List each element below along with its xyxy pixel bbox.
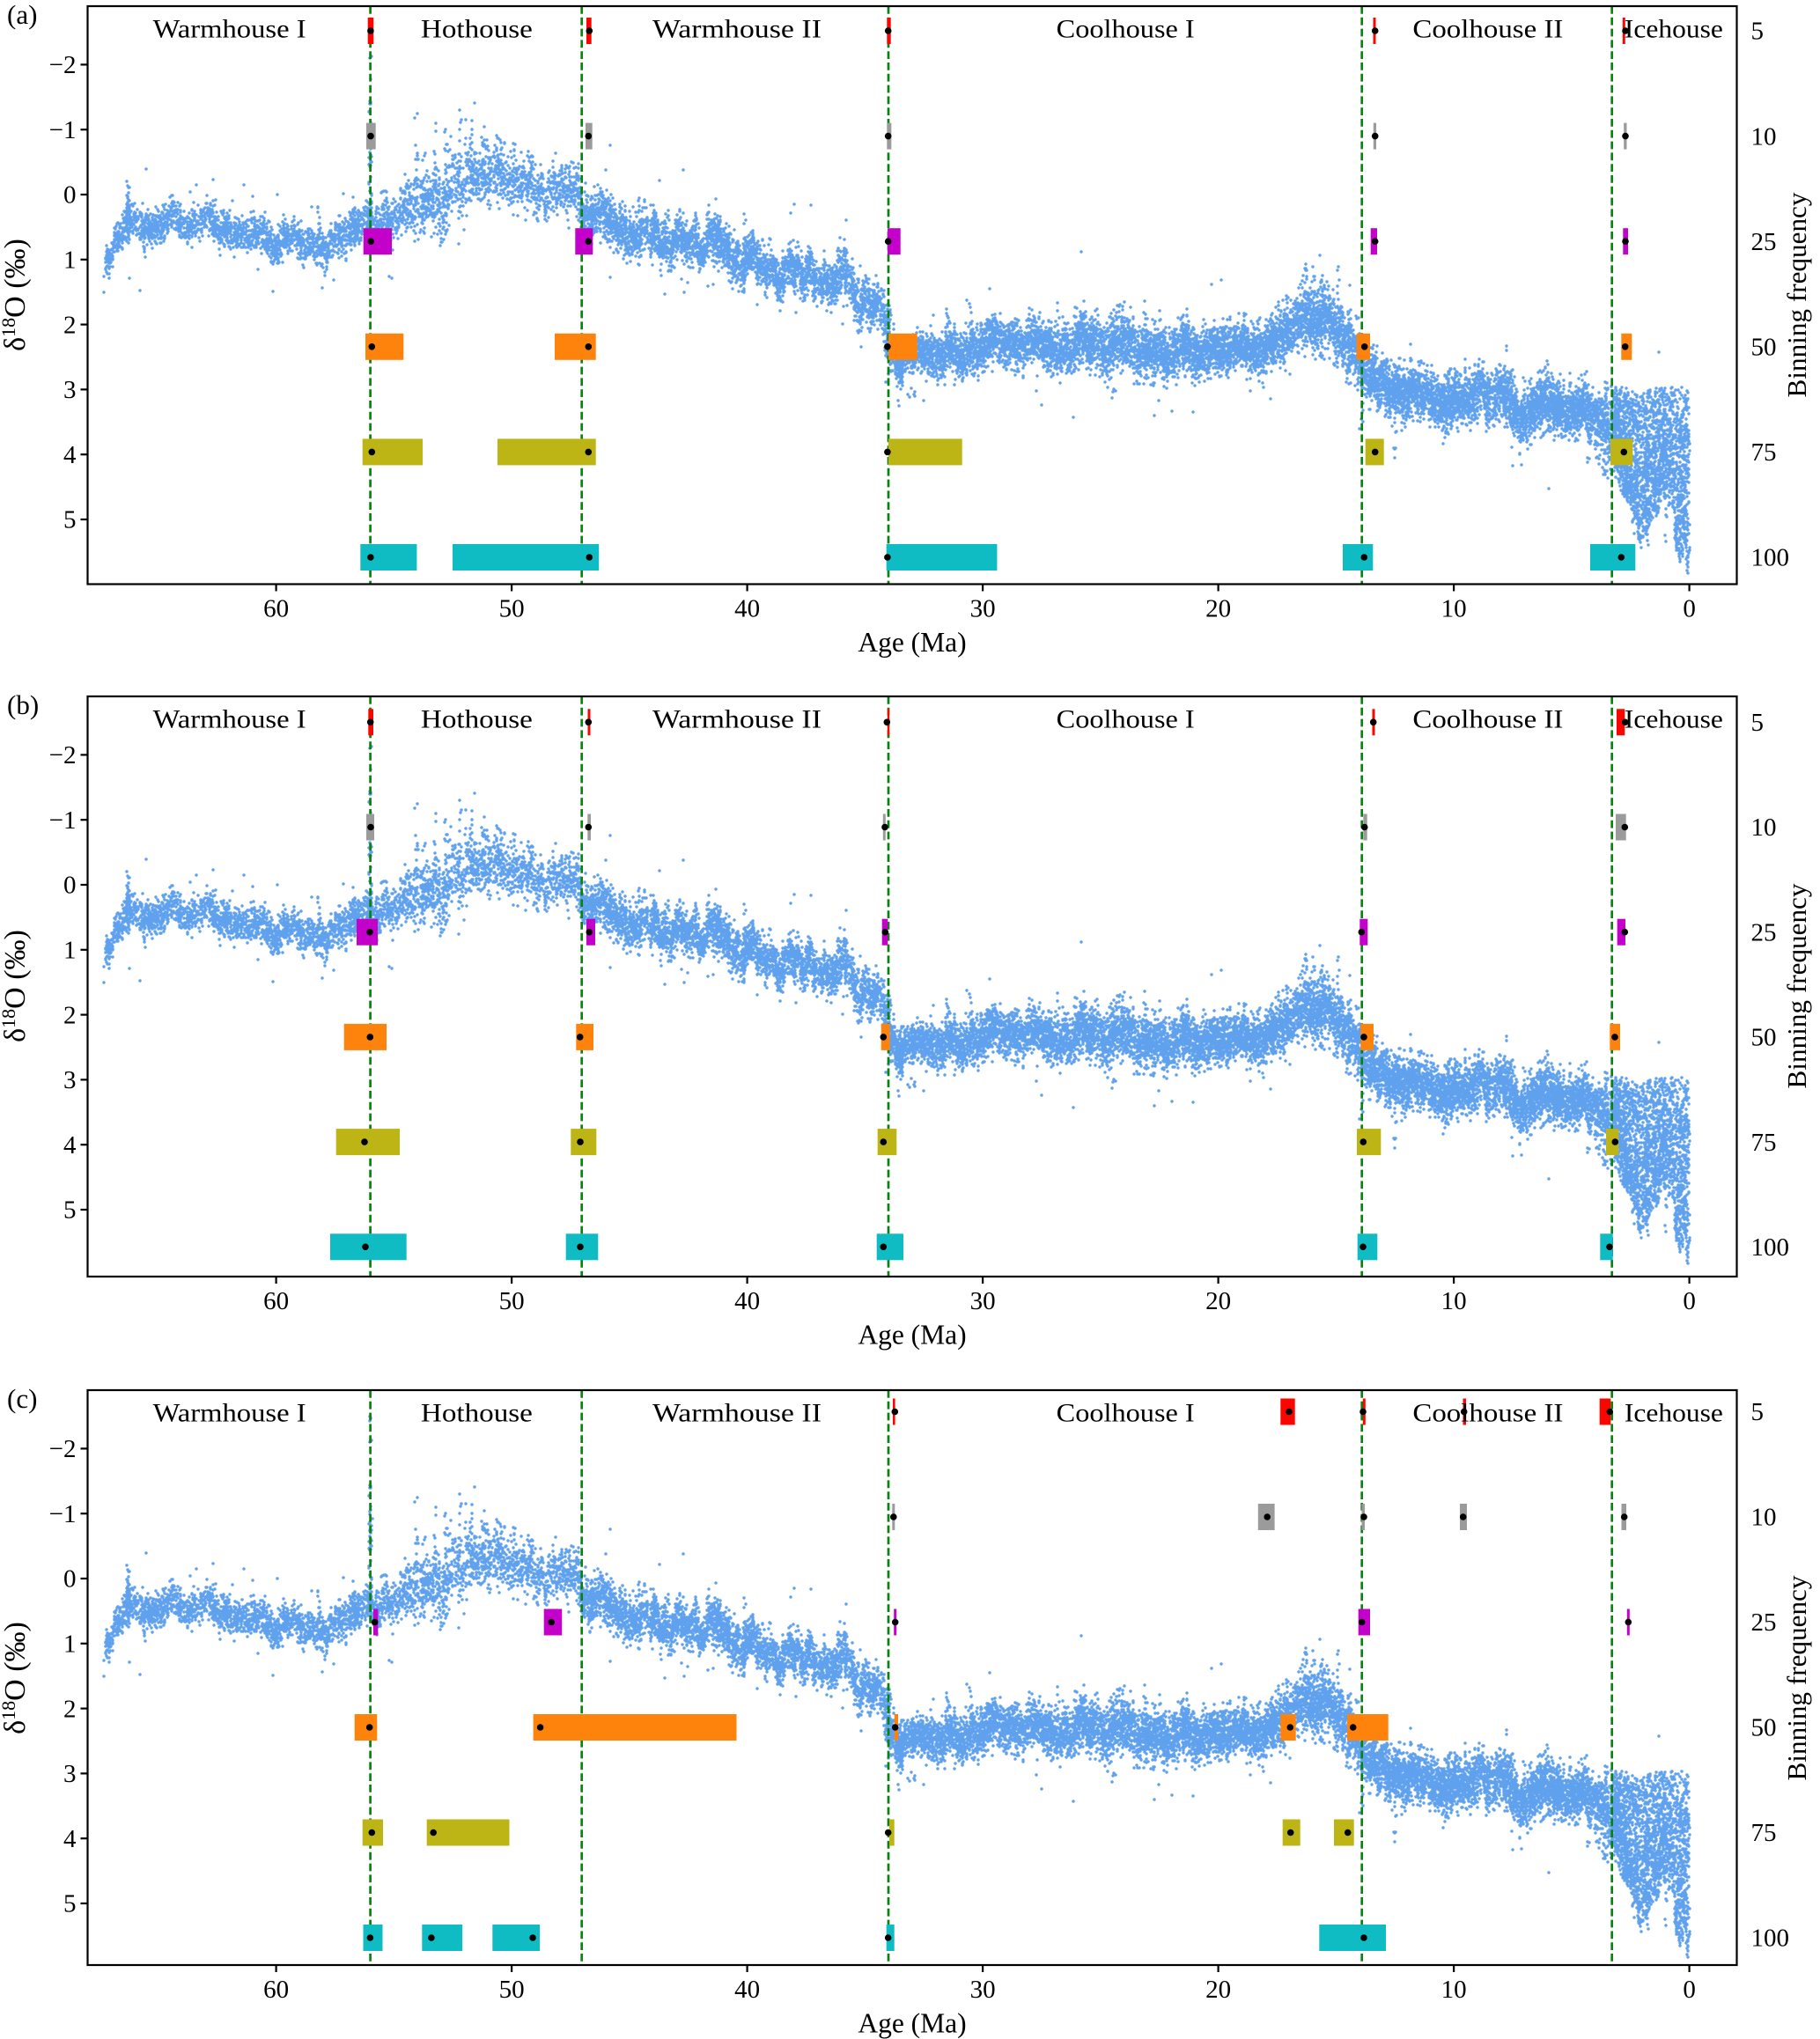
svg-text:75: 75 bbox=[1751, 1129, 1777, 1157]
svg-text:40: 40 bbox=[734, 1976, 760, 2004]
svg-text:−2: −2 bbox=[49, 1435, 77, 1463]
svg-text:30: 30 bbox=[970, 1976, 996, 2004]
svg-text:−1: −1 bbox=[49, 116, 77, 144]
svg-text:10: 10 bbox=[1751, 1504, 1777, 1532]
svg-text:4: 4 bbox=[63, 1825, 77, 1853]
svg-text:20: 20 bbox=[1205, 1287, 1231, 1315]
svg-text:2: 2 bbox=[63, 311, 77, 339]
svg-text:0: 0 bbox=[63, 1565, 77, 1594]
svg-text:50: 50 bbox=[499, 595, 525, 623]
svg-text:Hothouse: Hothouse bbox=[421, 1399, 533, 1428]
svg-text:(c): (c) bbox=[7, 1383, 37, 1414]
svg-text:Warmhouse I: Warmhouse I bbox=[153, 1399, 306, 1428]
svg-text:25: 25 bbox=[1751, 228, 1777, 256]
svg-text:10: 10 bbox=[1441, 595, 1467, 623]
svg-text:0: 0 bbox=[63, 181, 77, 210]
svg-text:25: 25 bbox=[1751, 1608, 1777, 1637]
svg-text:40: 40 bbox=[734, 1287, 760, 1315]
svg-text:0: 0 bbox=[63, 872, 77, 900]
svg-text:Hothouse: Hothouse bbox=[421, 15, 533, 44]
svg-text:30: 30 bbox=[970, 595, 996, 623]
svg-text:(a): (a) bbox=[7, 0, 37, 30]
svg-text:100: 100 bbox=[1751, 544, 1790, 572]
svg-text:20: 20 bbox=[1205, 595, 1231, 623]
svg-text:30: 30 bbox=[970, 1287, 996, 1315]
svg-text:0: 0 bbox=[1683, 595, 1696, 623]
svg-text:Warmhouse II: Warmhouse II bbox=[652, 15, 822, 44]
svg-text:10: 10 bbox=[1751, 122, 1777, 151]
svg-text:Icehouse: Icehouse bbox=[1625, 1399, 1723, 1428]
svg-text:4: 4 bbox=[63, 1131, 77, 1159]
svg-text:−1: −1 bbox=[49, 1500, 77, 1528]
svg-text:Warmhouse II: Warmhouse II bbox=[652, 1399, 822, 1428]
svg-text:50: 50 bbox=[1751, 334, 1777, 362]
svg-text:Coolhouse II: Coolhouse II bbox=[1412, 15, 1563, 44]
svg-text:100: 100 bbox=[1751, 1925, 1790, 1953]
svg-text:5: 5 bbox=[63, 1196, 77, 1225]
svg-text:5: 5 bbox=[1751, 1398, 1765, 1426]
svg-text:Icehouse: Icehouse bbox=[1625, 15, 1723, 44]
svg-text:50: 50 bbox=[499, 1976, 525, 2004]
svg-text:60: 60 bbox=[263, 1287, 289, 1315]
svg-text:0: 0 bbox=[1683, 1976, 1696, 2004]
svg-text:Warmhouse I: Warmhouse I bbox=[153, 705, 306, 734]
svg-text:25: 25 bbox=[1751, 918, 1777, 946]
svg-text:5: 5 bbox=[1751, 18, 1765, 46]
svg-text:5: 5 bbox=[1751, 709, 1765, 737]
svg-text:50: 50 bbox=[499, 1287, 525, 1315]
svg-text:Hothouse: Hothouse bbox=[421, 705, 533, 734]
svg-text:Coolhouse II: Coolhouse II bbox=[1412, 705, 1563, 734]
svg-text:5: 5 bbox=[63, 506, 77, 534]
svg-text:Warmhouse II: Warmhouse II bbox=[652, 705, 822, 734]
svg-text:4: 4 bbox=[63, 441, 77, 469]
svg-text:50: 50 bbox=[1751, 1714, 1777, 1742]
svg-text:−2: −2 bbox=[49, 51, 77, 79]
svg-text:Warmhouse I: Warmhouse I bbox=[153, 15, 306, 44]
svg-text:40: 40 bbox=[734, 595, 760, 623]
svg-text:1: 1 bbox=[63, 1630, 77, 1659]
svg-text:Binning frequency: Binning frequency bbox=[1781, 1575, 1812, 1781]
svg-text:δ18O (‰): δ18O (‰) bbox=[0, 1622, 32, 1734]
svg-text:Icehouse: Icehouse bbox=[1625, 705, 1723, 734]
svg-text:Age (Ma): Age (Ma) bbox=[858, 627, 966, 658]
svg-text:−2: −2 bbox=[49, 741, 77, 769]
svg-text:10: 10 bbox=[1441, 1976, 1467, 2004]
svg-text:10: 10 bbox=[1441, 1287, 1467, 1315]
svg-text:1: 1 bbox=[63, 937, 77, 965]
svg-text:50: 50 bbox=[1751, 1024, 1777, 1052]
svg-text:Coolhouse I: Coolhouse I bbox=[1057, 15, 1195, 44]
svg-text:Age (Ma): Age (Ma) bbox=[858, 2008, 966, 2039]
svg-text:Coolhouse I: Coolhouse I bbox=[1057, 1399, 1195, 1428]
svg-text:3: 3 bbox=[63, 376, 77, 404]
svg-text:75: 75 bbox=[1751, 438, 1777, 467]
svg-text:100: 100 bbox=[1751, 1233, 1790, 1262]
svg-text:60: 60 bbox=[263, 595, 289, 623]
svg-text:Coolhouse II: Coolhouse II bbox=[1412, 1399, 1563, 1428]
svg-text:2: 2 bbox=[63, 1001, 77, 1029]
svg-text:5: 5 bbox=[63, 1890, 77, 1918]
svg-text:3: 3 bbox=[63, 1066, 77, 1094]
svg-text:δ18O (‰): δ18O (‰) bbox=[0, 930, 32, 1042]
svg-text:Coolhouse I: Coolhouse I bbox=[1057, 705, 1195, 734]
svg-text:Age (Ma): Age (Ma) bbox=[858, 1320, 966, 1351]
svg-text:−1: −1 bbox=[49, 806, 77, 835]
svg-text:0: 0 bbox=[1683, 1287, 1696, 1315]
svg-text:10: 10 bbox=[1751, 813, 1777, 842]
svg-text:75: 75 bbox=[1751, 1819, 1777, 1847]
svg-text:3: 3 bbox=[63, 1760, 77, 1788]
svg-text:Binning frequency: Binning frequency bbox=[1781, 192, 1812, 398]
svg-text:60: 60 bbox=[263, 1976, 289, 2004]
svg-text:(b): (b) bbox=[7, 689, 39, 720]
svg-text:20: 20 bbox=[1205, 1976, 1231, 2004]
svg-text:1: 1 bbox=[63, 247, 77, 275]
svg-text:2: 2 bbox=[63, 1695, 77, 1723]
svg-text:Binning frequency: Binning frequency bbox=[1781, 883, 1812, 1089]
